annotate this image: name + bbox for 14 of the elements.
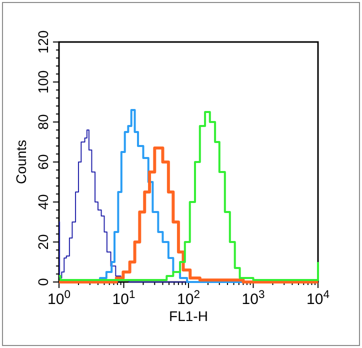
y-tick-label: 100	[35, 70, 51, 94]
y-tick-label: 40	[35, 194, 51, 210]
y-tick-label: 120	[35, 30, 51, 54]
x-tick-label: 10$^{4}$	[306, 289, 330, 308]
x-tick-label: 10$^{1}$	[112, 289, 136, 308]
x-tick-label: 10$^{2}$	[177, 289, 200, 308]
x-tick-label: 10$^{3}$	[242, 289, 265, 308]
x-axis-title: FL1-H	[169, 308, 208, 324]
x-tick-label: 10$^{0}$	[48, 289, 70, 308]
y-tick-label: 20	[35, 234, 51, 250]
y-tick-label: 60	[35, 154, 51, 170]
y-tick-label: 80	[35, 114, 51, 130]
y-tick-label: 0	[35, 278, 51, 286]
y-axis-title: Counts	[13, 140, 29, 184]
